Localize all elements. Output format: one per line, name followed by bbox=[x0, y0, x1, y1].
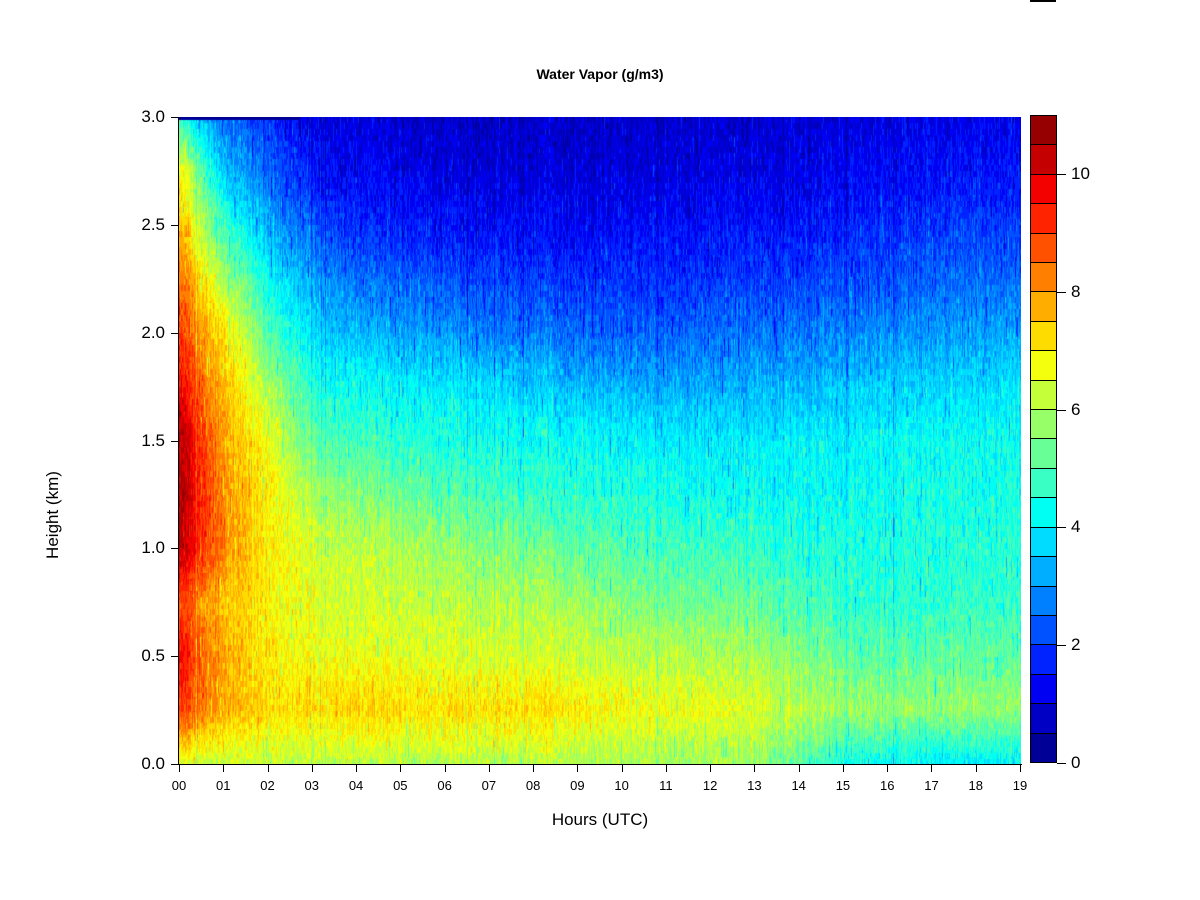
x-tick-label: 18 bbox=[968, 778, 983, 793]
colorbar-segment bbox=[1031, 556, 1056, 586]
colorbar-segment bbox=[1031, 116, 1056, 145]
colorbar-segment bbox=[1031, 320, 1056, 351]
colorbar-segment bbox=[1031, 526, 1056, 557]
colorbar-tick-label: 2 bbox=[1071, 635, 1081, 655]
heatmap-canvas bbox=[179, 117, 1021, 764]
x-tick-mark bbox=[975, 765, 977, 772]
x-tick-mark bbox=[665, 765, 667, 772]
y-tick-mark bbox=[171, 332, 178, 334]
x-tick-label: 07 bbox=[481, 778, 497, 793]
x-tick-label: 11 bbox=[659, 778, 673, 793]
x-tick-mark bbox=[577, 765, 579, 772]
x-tick-label: 19 bbox=[1012, 778, 1028, 793]
x-tick-mark bbox=[533, 765, 535, 772]
colorbar-tick-mark bbox=[1057, 645, 1066, 647]
colorbar-segment bbox=[1031, 438, 1056, 468]
colorbar-segment bbox=[1031, 379, 1056, 410]
x-tick-label: 01 bbox=[216, 778, 231, 793]
x-tick-mark bbox=[179, 765, 180, 772]
y-tick-label: 3.0 bbox=[141, 107, 165, 126]
x-tick-label: 12 bbox=[702, 778, 718, 793]
y-axis-line bbox=[178, 117, 179, 765]
colorbar-tick-label: 0 bbox=[1071, 753, 1081, 772]
colorbar-tick-mark bbox=[1057, 763, 1066, 764]
colorbar-segment bbox=[1031, 467, 1056, 498]
colorbar-tick-mark bbox=[1057, 291, 1066, 293]
x-tick-label: 02 bbox=[260, 778, 275, 793]
clipped-top-colorbar-fragment bbox=[1030, 0, 1056, 2]
colorbar-segment bbox=[1031, 232, 1056, 263]
y-tick-mark bbox=[171, 117, 178, 118]
x-tick-mark bbox=[621, 765, 623, 772]
colorbar-segment bbox=[1031, 497, 1056, 527]
colorbar-segment bbox=[1031, 409, 1056, 439]
y-tick-mark bbox=[171, 440, 178, 442]
colorbar-tick-mark bbox=[1057, 409, 1066, 411]
colorbar-segment bbox=[1031, 350, 1056, 380]
y-axis-title: Height (km) bbox=[43, 471, 62, 559]
x-tick-mark bbox=[444, 765, 446, 772]
x-tick-mark bbox=[798, 765, 800, 772]
colorbar-segment bbox=[1031, 262, 1056, 292]
x-tick-mark bbox=[887, 765, 889, 772]
x-tick-label: 15 bbox=[835, 778, 851, 793]
y-tick-mark bbox=[171, 656, 178, 658]
x-tick-label: 08 bbox=[525, 778, 541, 793]
colorbar-tick-label: 6 bbox=[1071, 399, 1081, 419]
x-tick-label: 05 bbox=[393, 778, 408, 793]
y-tick-label: 1.0 bbox=[141, 538, 165, 558]
colorbar bbox=[1030, 115, 1057, 763]
x-tick-mark bbox=[754, 765, 756, 772]
y-tick-mark bbox=[171, 224, 178, 226]
colorbar-tick-label: 10 bbox=[1071, 163, 1090, 183]
colorbar-segment bbox=[1031, 173, 1056, 204]
colorbar-tick-label: 4 bbox=[1071, 517, 1081, 537]
x-tick-mark bbox=[710, 765, 712, 772]
colorbar-tick-label: 8 bbox=[1071, 281, 1081, 301]
colorbar-tick-mark bbox=[1057, 527, 1066, 529]
colorbar-segment bbox=[1031, 585, 1056, 615]
x-tick-label: 17 bbox=[924, 778, 939, 793]
x-tick-mark bbox=[311, 765, 313, 772]
colorbar-segment bbox=[1031, 203, 1056, 233]
y-tick-label: 2.0 bbox=[141, 322, 165, 342]
colorbar-segment bbox=[1031, 144, 1056, 174]
x-tick-label: 04 bbox=[348, 778, 364, 793]
x-tick-label: 16 bbox=[879, 778, 895, 793]
x-axis-line bbox=[179, 764, 1022, 765]
x-tick-label: 00 bbox=[171, 778, 187, 793]
colorbar-segment bbox=[1031, 732, 1056, 762]
x-tick-mark bbox=[223, 765, 225, 772]
x-tick-label: 03 bbox=[304, 778, 320, 793]
x-tick-label: 06 bbox=[437, 778, 452, 793]
colorbar-segment bbox=[1031, 644, 1056, 674]
x-tick-label: 14 bbox=[791, 778, 806, 793]
x-tick-mark bbox=[267, 765, 269, 772]
x-tick-mark bbox=[488, 765, 490, 772]
x-tick-mark bbox=[356, 765, 358, 772]
x-tick-mark bbox=[931, 765, 933, 772]
x-tick-mark bbox=[400, 765, 402, 772]
plot-title: Water Vapor (g/m3) bbox=[536, 66, 664, 82]
colorbar-tick-mark bbox=[1057, 173, 1066, 175]
x-tick-label: 09 bbox=[570, 778, 585, 793]
colorbar-segment bbox=[1031, 673, 1056, 704]
y-tick-mark bbox=[171, 548, 178, 550]
x-axis-title: Hours (UTC) bbox=[551, 810, 649, 829]
colorbar-segment bbox=[1031, 291, 1056, 321]
x-tick-mark bbox=[842, 765, 844, 772]
y-tick-label: 2.5 bbox=[141, 214, 165, 234]
y-tick-label: 0.5 bbox=[141, 646, 165, 666]
y-tick-label: 0.0 bbox=[141, 754, 165, 773]
x-tick-mark bbox=[1020, 765, 1021, 772]
y-tick-mark bbox=[171, 764, 178, 765]
y-tick-label: 1.5 bbox=[141, 430, 165, 450]
colorbar-segment bbox=[1031, 614, 1056, 645]
colorbar-segment bbox=[1031, 703, 1056, 733]
x-tick-label: 10 bbox=[614, 778, 629, 793]
x-tick-label: 13 bbox=[747, 778, 762, 793]
